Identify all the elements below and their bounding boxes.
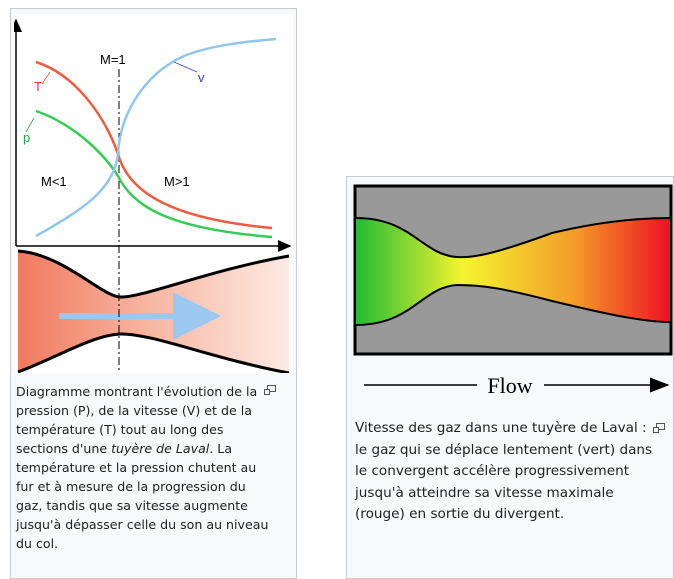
figure: Flow Vitesse des gaz dans une tuyère de …	[346, 176, 674, 579]
flow-diagram: Flow	[352, 183, 674, 411]
page: {"figures": [ {"labels": {"mach_one": "M…	[0, 0, 674, 579]
label: p	[23, 130, 30, 145]
figure: M=1 T v p M<1 M>1 Diagramme montrant l'é…	[10, 8, 297, 579]
label: T	[34, 79, 42, 94]
label: M<1	[41, 174, 67, 189]
label: M>1	[164, 174, 190, 189]
caption: Vitesse des gaz dans une tuyère de Laval…	[355, 418, 655, 526]
label: v	[198, 70, 205, 85]
caption-text: . La température et la pression chutent …	[16, 441, 268, 551]
label: Flow	[487, 373, 532, 398]
caption-italic: tuyère de Laval	[111, 441, 209, 456]
nozzle-diagram: M=1 T v p M<1 M>1	[14, 14, 293, 373]
caption: Diagramme montrant l'évolution de la pre…	[16, 382, 271, 553]
label: M=1	[100, 52, 126, 67]
